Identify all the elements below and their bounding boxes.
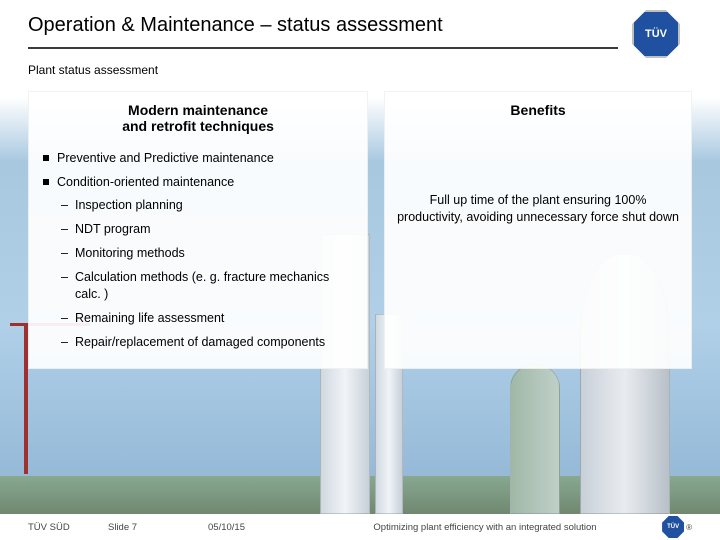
left-heading-line1: Modern maintenance bbox=[128, 102, 268, 118]
bullet-item: Condition-oriented maintenance Inspectio… bbox=[43, 174, 353, 350]
logo-octagon-icon: TÜV bbox=[632, 10, 680, 58]
title-underline bbox=[28, 47, 618, 49]
bullet-item: Preventive and Predictive maintenance bbox=[43, 150, 353, 166]
sub-item: Inspection planning bbox=[57, 197, 353, 213]
sub-item: Remaining life assessment bbox=[57, 310, 353, 326]
slide-header: Operation & Maintenance – status assessm… bbox=[0, 0, 720, 57]
mini-logo-icon: TÜV bbox=[662, 516, 684, 538]
right-column-heading: Benefits bbox=[385, 92, 691, 132]
tuv-logo: TÜV bbox=[632, 10, 692, 58]
left-heading-line2: and retrofit techniques bbox=[122, 118, 274, 134]
footer-date: 05/10/15 bbox=[208, 522, 308, 533]
bullet-text: Preventive and Predictive maintenance bbox=[57, 151, 274, 165]
left-column: Modern maintenance and retrofit techniqu… bbox=[28, 91, 368, 369]
sub-item: Monitoring methods bbox=[57, 245, 353, 261]
slide-title: Operation & Maintenance – status assessm… bbox=[28, 14, 692, 37]
slide-footer: TÜV SÜD Slide 7 05/10/15 Optimizing plan… bbox=[0, 514, 720, 540]
footer-tagline: Optimizing plant efficiency with an inte… bbox=[308, 522, 652, 533]
mini-logo-text: TÜV bbox=[667, 524, 679, 530]
footer-slide-number: Slide 7 bbox=[108, 522, 208, 533]
left-column-body: Preventive and Predictive maintenance Co… bbox=[29, 148, 367, 368]
sub-item: NDT program bbox=[57, 221, 353, 237]
logo-text: TÜV bbox=[645, 28, 667, 40]
footer-logo: TÜV ® bbox=[652, 516, 692, 538]
sub-list: Inspection planning NDT program Monitori… bbox=[57, 197, 353, 351]
sub-item: Repair/replacement of damaged components bbox=[57, 334, 353, 350]
right-column-body: Full up time of the plant ensuring 100% … bbox=[385, 132, 691, 226]
right-column: Benefits Full up time of the plant ensur… bbox=[384, 91, 692, 369]
footer-company: TÜV SÜD bbox=[28, 522, 108, 533]
left-column-heading: Modern maintenance and retrofit techniqu… bbox=[29, 92, 367, 148]
registered-mark: ® bbox=[686, 523, 692, 532]
slide-subtitle: Plant status assessment bbox=[0, 57, 720, 83]
sub-item: Calculation methods (e. g. fracture mech… bbox=[57, 269, 353, 302]
bullet-list: Preventive and Predictive maintenance Co… bbox=[43, 150, 353, 350]
bullet-text: Condition-oriented maintenance bbox=[57, 175, 234, 189]
content-area: Modern maintenance and retrofit techniqu… bbox=[0, 83, 720, 369]
